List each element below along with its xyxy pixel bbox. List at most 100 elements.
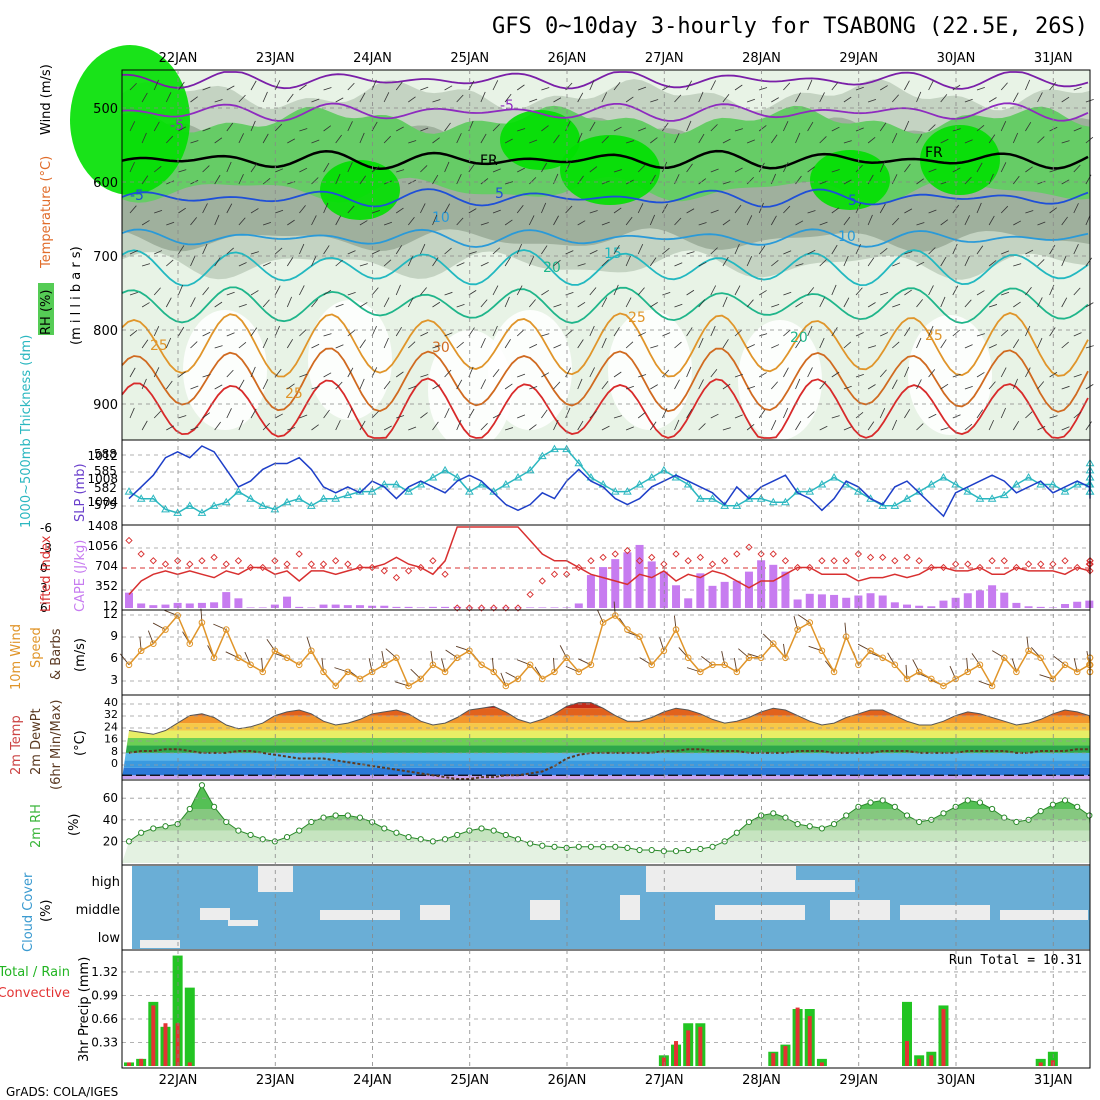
upper-wind-barb [553,303,562,308]
upper-wind-barb [165,297,172,308]
upper-wind-barb [686,120,692,132]
rh2m-point [818,825,826,832]
lifted-index-point [1061,557,1069,565]
upper-wind-barb [420,127,429,132]
thickness-point [404,487,413,495]
upper-wind-barb [891,419,898,431]
rh2m-point [332,812,339,819]
rh2m-point [1013,818,1020,826]
upper-wind-barb [819,92,825,103]
circle [441,668,449,676]
cape-bar [1061,604,1070,608]
upper-wind-barb [274,285,281,296]
upper-wind-barb [274,80,281,91]
thickness-ytick-label: 588 [94,447,117,461]
upper-wind-barb [541,87,550,91]
rh2m-point [843,812,850,819]
upper-wind-barb [299,128,308,132]
cape-bar [672,585,681,608]
upper-wind-barb [759,333,768,337]
upper-wind-barb [504,219,513,226]
upper-wind-barb [916,133,923,144]
upper-wind-barb [238,217,246,226]
thickness-point [635,480,644,488]
thickness-point [234,487,243,495]
temp-band [122,730,1090,738]
upper-wind-barb [698,222,707,226]
upper-wind-barb [710,247,718,255]
upper-wind-barb [202,127,211,132]
upper-wind-barb [770,134,778,144]
thickness-point [124,487,134,495]
upper-wind-barb [408,96,416,103]
upper-wind-barb [940,256,947,267]
upper-wind-barb [323,87,332,91]
upper-wind-barb [153,121,160,132]
lifted-index-point [173,557,182,565]
temp-ytick-label: 16 [104,733,118,746]
circle [332,682,339,690]
rh2m-point [235,827,242,834]
upper-wind-barb [1049,207,1057,214]
upper-wind-barb [1049,327,1056,337]
cape-bar [428,606,437,608]
upper-wind-barb [226,291,235,296]
day-label-bottom: 29JAN [839,1073,878,1088]
upper-wind-barb [456,379,463,390]
upper-wind-barb [178,371,186,378]
upper-wind-barb [795,220,804,226]
rh2m-point [210,803,218,810]
lifted-index-point [988,557,996,565]
circle [125,661,133,669]
upper-wind-barb [275,413,283,419]
upper-wind-barb [347,367,354,378]
upper-ytick-label: 500 [93,102,118,117]
upper-wind-barb [940,339,947,349]
cape-bar [1085,600,1094,608]
cape-bar [830,594,839,608]
upper-wind-barb [141,92,148,103]
upper-wind-barb [916,379,922,390]
li-ytick-label: 0 [40,561,48,575]
upper-wind-barb [1049,169,1058,173]
lifted-index-point [514,604,522,612]
upper-wind-barb [710,80,716,91]
upper-wind-barb [807,325,813,337]
thickness-point [926,480,936,488]
upper-wind-barb [650,345,659,349]
upper-wind-barb [904,251,913,255]
upper-wind-barb [638,332,647,337]
thickness-point [781,497,790,506]
upper-wind-barb [407,297,414,308]
thickness-point [477,480,486,488]
precip-total-bar [902,1001,912,1066]
thickness-point [866,494,875,502]
upper-wind-barb [420,86,429,91]
circle [879,654,886,662]
upper-wind-barb [250,408,257,419]
wind-barb [455,645,470,652]
upper-wind-barb [867,384,876,390]
wind-barb [1039,674,1054,680]
upper-wind-barb [867,345,877,349]
upper-wind-barb [444,408,450,419]
rh-pocket-4 [920,125,1000,195]
upper-wind-barb [383,259,392,267]
temp-band [122,775,1090,779]
li-ytick-label: -3 [40,541,52,555]
day-label-top: 30JAN [937,51,976,66]
cloud-level-label: high [92,875,120,890]
upper-wind-barb [492,80,499,91]
upper-wind-barb [141,378,147,390]
rh-ytick-label: 40 [103,813,118,827]
thickness-point [343,490,353,499]
upper-wind-barb [311,177,319,185]
lifted-index-point [745,543,753,551]
precip-total-bar [184,987,195,1066]
upper-wind-barb [916,299,923,308]
upper-wind-barb [420,331,429,337]
wind-ytick-label: 6 [110,651,118,665]
upper-wind-barb [492,168,501,173]
cape-bar [866,593,875,608]
upper-wind-barb [662,122,669,132]
